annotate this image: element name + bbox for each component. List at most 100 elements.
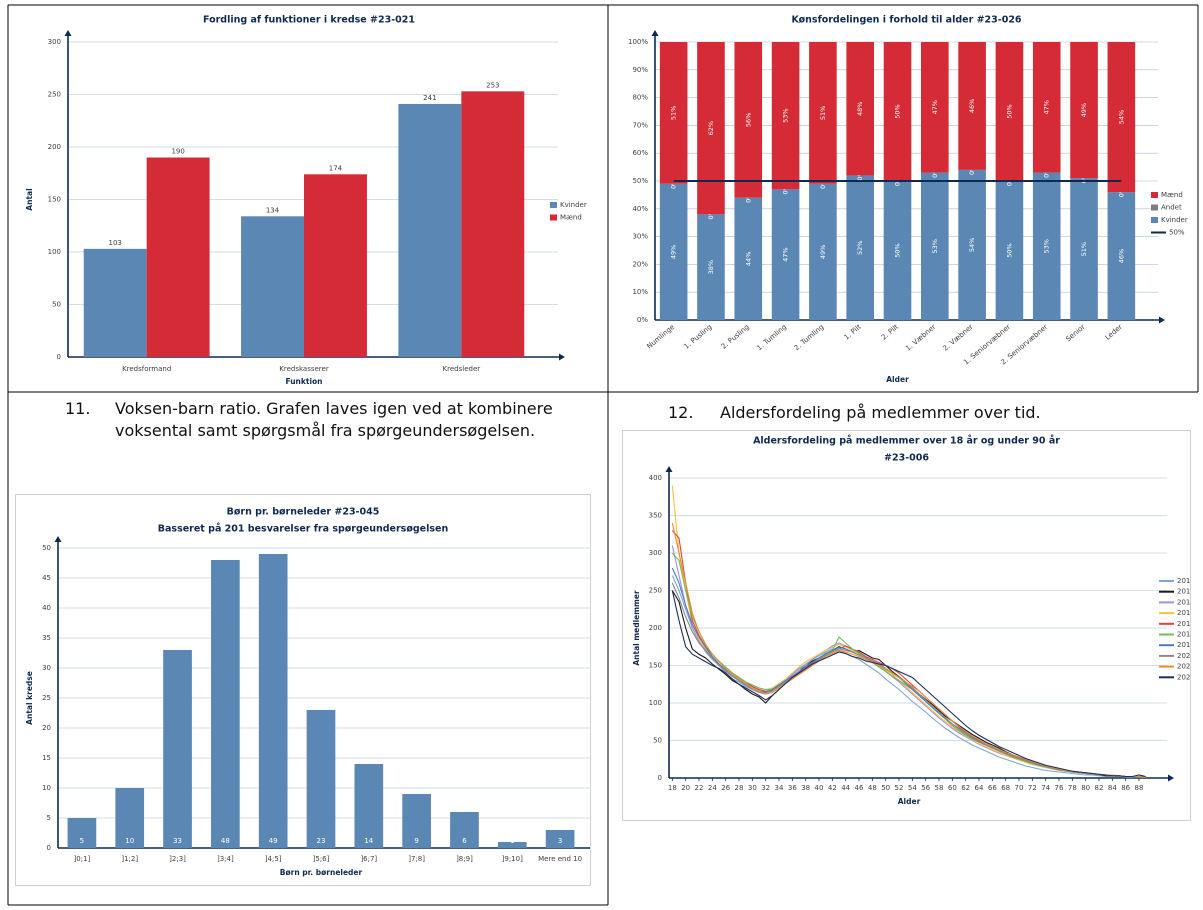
y-tick-label: 45: [42, 574, 51, 582]
y-tick-label: 350: [649, 512, 662, 520]
data-label: 44%: [744, 252, 752, 266]
data-label: 174: [329, 164, 343, 172]
x-tick-label: 56: [921, 784, 930, 792]
caption-text: Aldersfordeling på medlemmer over tid.: [720, 403, 1041, 422]
x-tick-label: 64: [975, 784, 984, 792]
series-line: [671, 485, 1146, 778]
data-label: 54%: [968, 238, 976, 252]
y-tick-label: 200: [48, 143, 61, 151]
legend-swatch: [550, 202, 557, 208]
series-line: [671, 545, 1146, 778]
chart-frame: [622, 430, 1191, 821]
x-tick-label: 30: [748, 784, 757, 792]
bar-segment: [809, 42, 837, 184]
bar: [398, 103, 462, 357]
bar-segment: [697, 42, 725, 215]
x-tick-label: 48: [868, 784, 877, 792]
x-axis-title: Alder: [898, 797, 921, 806]
data-label: 6: [462, 837, 467, 845]
x-tick-label: 38: [801, 784, 810, 792]
data-label: 51%: [1080, 242, 1088, 256]
data-label: 51%: [819, 106, 827, 120]
data-label: 52%: [856, 240, 864, 254]
chart-frame: [15, 494, 591, 886]
data-label: 56%: [744, 113, 752, 127]
bar-segment: [846, 175, 874, 320]
y-tick-label: 100: [48, 248, 61, 256]
y-tick-label: 200: [649, 624, 662, 632]
x-tick-label: ]5;6]: [313, 855, 330, 863]
data-label: 134: [266, 206, 280, 214]
x-tick-label: 78: [1068, 784, 1077, 792]
x-tick-label: Leder: [1104, 323, 1124, 342]
bar-segment: [1107, 192, 1136, 320]
x-tick-label: 42: [828, 784, 837, 792]
legend-label: 50%: [1169, 229, 1185, 237]
x-tick-label: 50: [881, 784, 890, 792]
x-tick-label: 84: [1108, 784, 1117, 792]
legend-label: 2020: [1177, 652, 1190, 660]
data-label: 53%: [931, 239, 939, 253]
data-label: 23: [317, 837, 326, 845]
y-tick-label: 250: [649, 587, 662, 595]
bar: [402, 794, 431, 848]
bar: [497, 842, 527, 848]
y-tick-label: 30: [42, 664, 51, 672]
data-label: 62%: [707, 121, 715, 135]
x-tick-label: ]4;5]: [265, 855, 282, 863]
bar: [461, 91, 525, 357]
y-axis-arrow: [651, 30, 659, 36]
bar: [304, 174, 367, 357]
bar-segment: [921, 172, 949, 320]
x-tick-label: 54: [908, 784, 917, 792]
y-tick-label: 40%: [632, 205, 648, 213]
y-tick-label: 50%: [632, 177, 648, 185]
x-tick-label: 1. Pusling: [682, 323, 713, 351]
x-axis-title: Børn pr. børneleder: [280, 868, 363, 877]
bar: [354, 764, 384, 848]
data-label: 49%: [819, 245, 827, 259]
data-label: 50%: [894, 243, 902, 257]
x-tick-label: 34: [775, 784, 784, 792]
data-label: 47%: [1043, 100, 1051, 114]
bar-segment: [1032, 172, 1061, 320]
data-label: 1: [510, 837, 514, 845]
legend-label: Mænd: [560, 214, 582, 222]
data-label: 53%: [1043, 239, 1051, 253]
data-label: 53%: [782, 108, 790, 122]
y-tick-label: 90%: [632, 66, 648, 74]
x-tick-label: 32: [761, 784, 770, 792]
bar: [545, 830, 575, 848]
chart-subtitle: #23-006: [884, 453, 929, 464]
bar-segment: [958, 169, 986, 320]
cell-borders: [7, 4, 1199, 906]
y-tick-label: 300: [48, 38, 61, 46]
x-tick-label: 1. Tumling: [755, 323, 788, 352]
series-line: [671, 567, 1146, 778]
bar-segment: [659, 183, 688, 320]
legend-swatch: [550, 214, 557, 221]
bar-segment: [1070, 42, 1098, 179]
data-label: 3: [558, 837, 562, 845]
x-tick-label: 86: [1121, 784, 1130, 792]
bar-segment: [734, 42, 763, 198]
x-tick-label: 2. Pilt: [880, 323, 900, 342]
x-tick-label: 66: [988, 784, 997, 792]
bar-segment: [734, 197, 763, 320]
x-tick-label: 22: [695, 784, 704, 792]
bar-segment: [1107, 42, 1136, 193]
data-label: 103: [109, 239, 122, 247]
x-tick-label: ]0;1]: [74, 855, 91, 863]
chart-title: Kønsfordelingen i forhold til alder #23-…: [791, 15, 1021, 26]
bar-segment: [659, 42, 688, 184]
bar-segment: [697, 214, 725, 320]
data-label: 0%: [1117, 187, 1125, 197]
chart: Kønsfordelingen i forhold til alder #23-…: [628, 15, 1188, 385]
bar-segment: [1070, 178, 1098, 320]
bar-segment: [883, 181, 912, 320]
data-label: 51%: [670, 106, 678, 120]
chart-title: Aldersfordeling på medlemmer over 18 år …: [753, 436, 1060, 447]
y-axis-arrow: [665, 466, 673, 472]
x-tick-label: 2. Væbner: [941, 323, 974, 353]
